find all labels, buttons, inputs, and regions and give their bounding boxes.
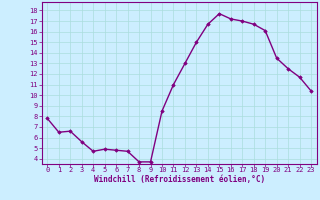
X-axis label: Windchill (Refroidissement éolien,°C): Windchill (Refroidissement éolien,°C) [94,175,265,184]
